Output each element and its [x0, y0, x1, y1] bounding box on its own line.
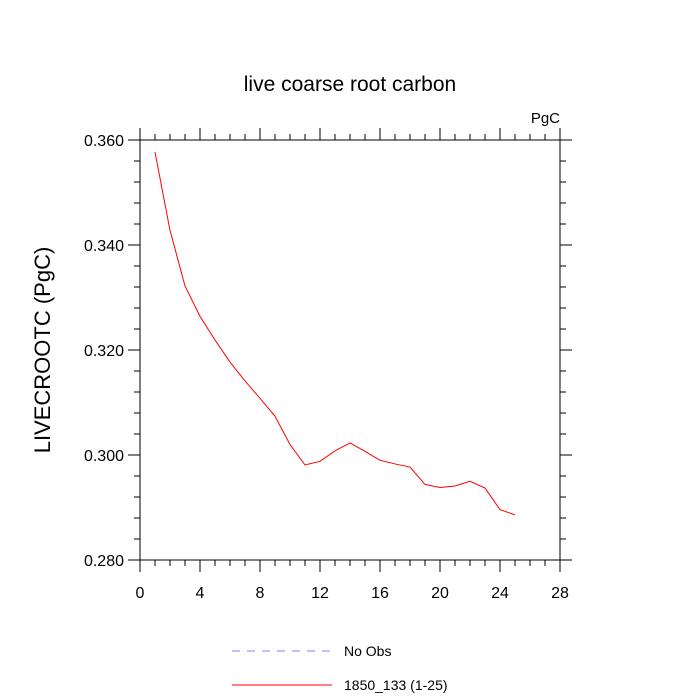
legend-label: No Obs: [344, 643, 391, 659]
y-tick-label: 0.300: [84, 448, 124, 465]
x-tick-label: 12: [311, 585, 329, 602]
axis-ticks: [128, 128, 572, 572]
legend-label: 1850_133 (1-25): [344, 677, 448, 693]
x-tick-label: 4: [196, 585, 205, 602]
y-axis-label: LIVECROOTC (PgC): [30, 247, 55, 454]
units-label: PgC: [531, 110, 560, 127]
x-tick-label: 24: [491, 585, 509, 602]
plot-frame: [139, 139, 561, 561]
series-lines: [154, 151, 516, 516]
x-tick-label: 20: [431, 585, 449, 602]
tick-labels: 0 4 8 12 16 20 24 28 0.280 0.300 0.320 0.340 0.360: [84, 133, 569, 602]
series-line: [154, 151, 516, 516]
x-tick-label: 8: [256, 585, 265, 602]
chart-title: live coarse root carbon: [244, 73, 456, 96]
y-tick-label: 0.360: [84, 133, 124, 150]
x-tick-label: 16: [371, 585, 389, 602]
legend: No Obs 1850_133 (1-25): [232, 643, 448, 693]
x-tick-label: 28: [551, 585, 569, 602]
x-tick-label: 0: [136, 585, 145, 602]
y-tick-label: 0.320: [84, 343, 124, 360]
y-tick-label: 0.340: [84, 238, 124, 255]
y-tick-label: 0.280: [84, 553, 124, 570]
